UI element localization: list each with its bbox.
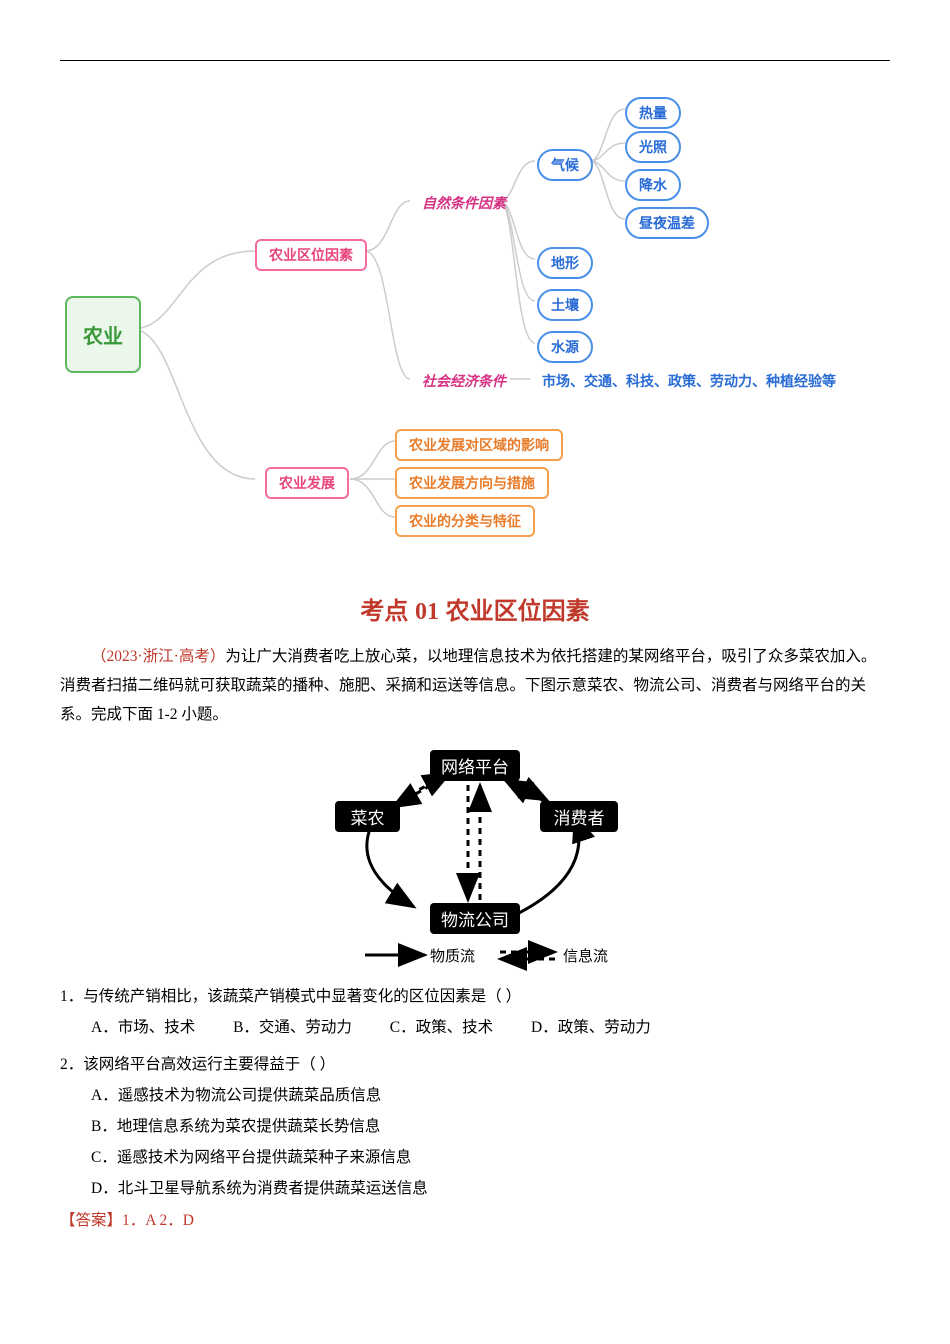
q2-stem: 2．该网络平台高效运行主要得益于（ ）	[60, 1049, 890, 1080]
node-develop: 农业发展	[265, 467, 349, 499]
node-light: 光照	[625, 131, 681, 163]
node-dev-direction: 农业发展方向与措施	[395, 467, 549, 499]
answer: 【答案】1．A 2．D	[60, 1208, 890, 1230]
node-climate: 气候	[537, 149, 593, 181]
node-temprange: 昼夜温差	[625, 207, 709, 239]
q1-stem: 1．与传统产销相比，该蔬菜产销模式中显著变化的区位因素是（ ）	[60, 981, 890, 1012]
intro-para: （2023·浙江·高考）为让广大消费者吃上放心菜，以地理信息技术为依托搭建的某网…	[60, 642, 890, 730]
mindmap: 农业 农业区位因素 农业发展 自然条件因素 社会经济条件 气候 地形 土壤 水源…	[60, 91, 890, 571]
q2-opt-c[interactable]: C．遥感技术为网络平台提供蔬菜种子来源信息	[91, 1142, 890, 1173]
node-social: 社会经济条件	[410, 367, 518, 395]
flow-farmer: 菜农	[335, 801, 400, 832]
legend-info: 信息流	[563, 945, 608, 966]
node-rain: 降水	[625, 169, 681, 201]
flow-platform: 网络平台	[430, 750, 520, 781]
q2-opt-a[interactable]: A．遥感技术为物流公司提供蔬菜品质信息	[91, 1080, 890, 1111]
q2-opt-d[interactable]: D．北斗卫星导航系统为消费者提供蔬菜运送信息	[91, 1173, 890, 1204]
legend-material: 物质流	[430, 945, 475, 966]
node-natural: 自然条件因素	[410, 189, 518, 217]
node-water: 水源	[537, 331, 593, 363]
source-tag: （2023·浙江·高考）	[91, 648, 225, 665]
section-num: 01	[415, 599, 439, 625]
mindmap-root: 农业	[65, 296, 141, 373]
node-soil: 土壤	[537, 289, 593, 321]
section-prefix: 考点	[360, 598, 408, 625]
page: 农业 农业区位因素 农业发展 自然条件因素 社会经济条件 气候 地形 土壤 水源…	[0, 0, 950, 1270]
node-social-text: 市场、交通、科技、政策、劳动力、种植经验等	[530, 367, 848, 395]
q2-opt-b[interactable]: B．地理信息系统为菜农提供蔬菜长势信息	[91, 1111, 890, 1142]
top-rule	[60, 60, 890, 61]
q1-opt-b[interactable]: B．交通、劳动力	[233, 1012, 352, 1043]
q1-opt-c[interactable]: C．政策、技术	[390, 1012, 493, 1043]
section-title: 考点 01 农业区位因素	[60, 591, 890, 626]
q1-opt-d[interactable]: D．政策、劳动力	[531, 1012, 651, 1043]
q2-opts: A．遥感技术为物流公司提供蔬菜品质信息 B．地理信息系统为菜农提供蔬菜长势信息 …	[60, 1080, 890, 1204]
flow-diagram: 网络平台 菜农 消费者 物流公司 物质流 信息流	[285, 745, 665, 975]
q1-opt-a[interactable]: A．市场、技术	[91, 1012, 195, 1043]
node-dev-impact: 农业发展对区域的影响	[395, 429, 563, 461]
flow-logistics: 物流公司	[430, 903, 520, 934]
node-heat: 热量	[625, 97, 681, 129]
node-dev-classify: 农业的分类与特征	[395, 505, 535, 537]
q1-opts: A．市场、技术 B．交通、劳动力 C．政策、技术 D．政策、劳动力	[60, 1012, 890, 1043]
node-factors: 农业区位因素	[255, 239, 367, 271]
node-terrain: 地形	[537, 247, 593, 279]
mindmap-connectors	[60, 91, 890, 571]
section-name: 农业区位因素	[446, 598, 590, 625]
flow-consumer: 消费者	[540, 801, 618, 832]
